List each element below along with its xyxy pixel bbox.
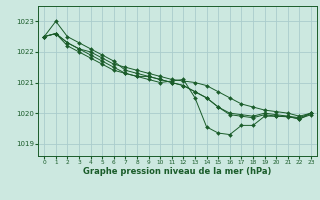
X-axis label: Graphe pression niveau de la mer (hPa): Graphe pression niveau de la mer (hPa) bbox=[84, 167, 272, 176]
